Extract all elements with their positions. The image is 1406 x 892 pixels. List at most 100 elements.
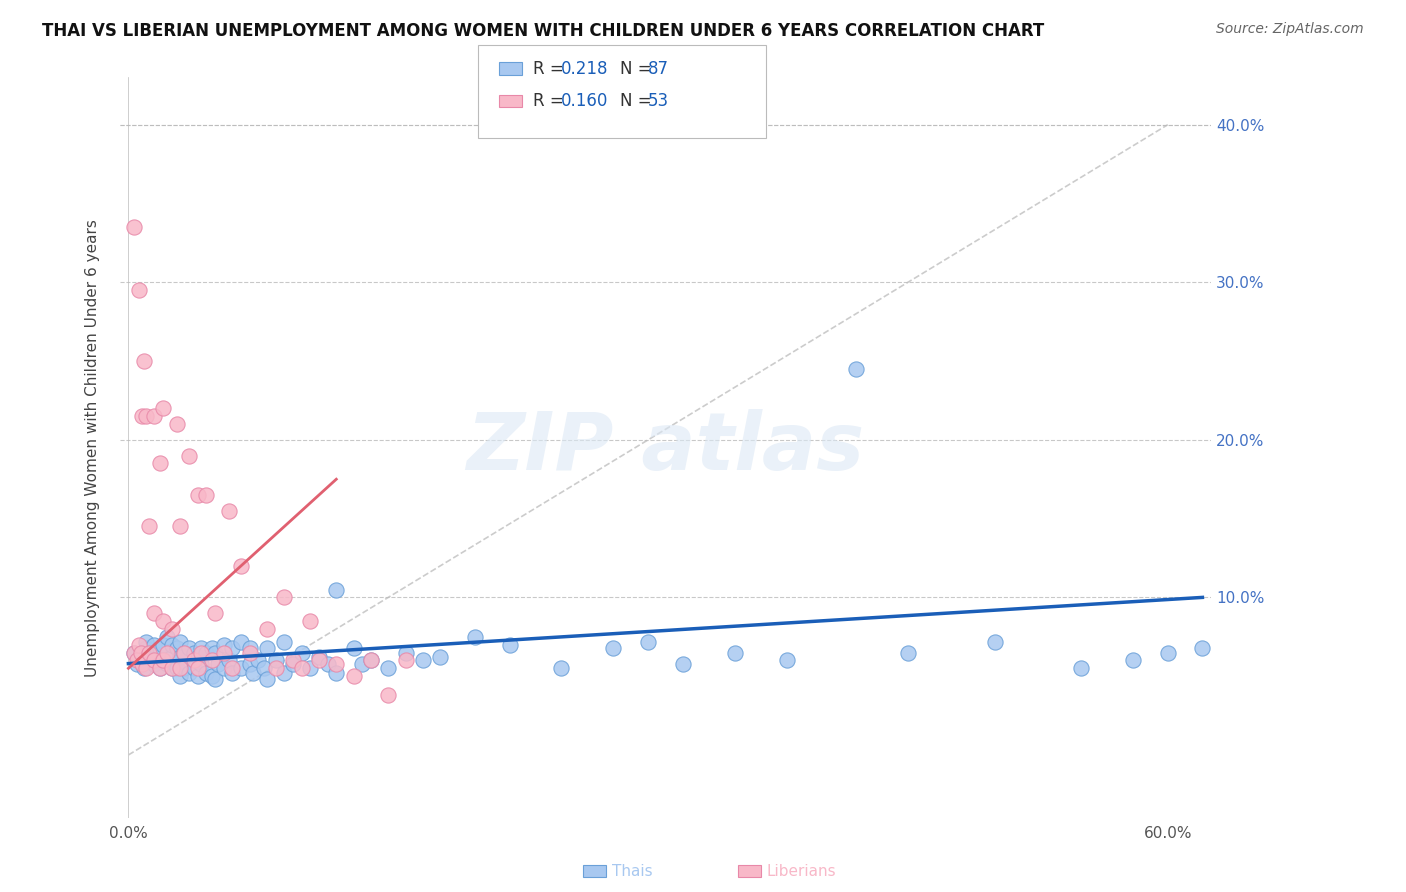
Point xyxy=(160,638,183,652)
Point xyxy=(221,640,243,655)
Point xyxy=(128,283,150,297)
Text: Liberians: Liberians xyxy=(766,864,837,879)
Point xyxy=(299,614,322,628)
Point xyxy=(342,669,364,683)
Point xyxy=(166,417,188,431)
Point xyxy=(131,657,153,671)
Point xyxy=(212,661,235,675)
Point xyxy=(264,653,287,667)
Point xyxy=(724,646,747,660)
Point xyxy=(155,646,177,660)
Point xyxy=(412,653,434,667)
Point xyxy=(394,646,416,660)
Point xyxy=(983,634,1005,648)
Point xyxy=(187,661,209,675)
Point xyxy=(135,634,157,648)
Point xyxy=(352,657,374,671)
Point xyxy=(239,640,262,655)
Point xyxy=(204,606,226,620)
Point xyxy=(1070,661,1092,675)
Text: R =: R = xyxy=(533,60,569,78)
Point xyxy=(239,646,262,660)
Text: 53: 53 xyxy=(648,92,669,110)
Point xyxy=(152,401,174,416)
Point xyxy=(155,630,177,644)
Point xyxy=(342,640,364,655)
Point xyxy=(360,653,382,667)
Text: R =: R = xyxy=(533,92,569,110)
Point xyxy=(160,661,183,675)
Point xyxy=(252,661,274,675)
Point xyxy=(273,634,295,648)
Point xyxy=(138,646,160,660)
Point xyxy=(177,640,200,655)
Point xyxy=(173,646,195,660)
Point xyxy=(169,519,191,533)
Point xyxy=(377,688,399,702)
Point xyxy=(129,646,152,660)
Point xyxy=(464,630,486,644)
Point xyxy=(149,661,172,675)
Point xyxy=(1122,653,1144,667)
Point xyxy=(143,606,166,620)
Point xyxy=(229,558,252,573)
Point xyxy=(187,488,209,502)
Point xyxy=(200,653,222,667)
Point xyxy=(128,638,150,652)
Point xyxy=(776,653,799,667)
Point xyxy=(360,653,382,667)
Point xyxy=(672,657,695,671)
Point xyxy=(135,640,157,655)
Point xyxy=(200,669,222,683)
Point xyxy=(308,650,330,665)
Point xyxy=(897,646,920,660)
Point xyxy=(264,661,287,675)
Text: N =: N = xyxy=(620,60,657,78)
Point xyxy=(143,409,166,424)
Point xyxy=(169,661,191,675)
Text: THAI VS LIBERIAN UNEMPLOYMENT AMONG WOMEN WITH CHILDREN UNDER 6 YEARS CORRELATIO: THAI VS LIBERIAN UNEMPLOYMENT AMONG WOME… xyxy=(42,22,1045,40)
Point xyxy=(190,657,212,671)
Point xyxy=(229,634,252,648)
Point xyxy=(204,673,226,687)
Point xyxy=(207,657,229,671)
Point xyxy=(132,354,155,368)
Point xyxy=(187,650,209,665)
Point xyxy=(498,638,520,652)
Point xyxy=(299,661,322,675)
Point xyxy=(160,661,183,675)
Point xyxy=(637,634,659,648)
Text: N =: N = xyxy=(620,92,657,110)
Point xyxy=(281,653,304,667)
Point xyxy=(152,638,174,652)
Point xyxy=(212,646,235,660)
Point xyxy=(173,661,195,675)
Point xyxy=(152,653,174,667)
Text: ZIP atlas: ZIP atlas xyxy=(467,409,865,487)
Point xyxy=(273,666,295,681)
Point xyxy=(149,661,172,675)
Point xyxy=(1157,646,1180,660)
Point xyxy=(138,519,160,533)
Point xyxy=(166,661,188,675)
Point xyxy=(132,661,155,675)
Point xyxy=(143,657,166,671)
Point xyxy=(247,653,270,667)
Point xyxy=(550,661,572,675)
Point xyxy=(160,650,183,665)
Point xyxy=(291,661,314,675)
Point xyxy=(377,661,399,675)
Point xyxy=(190,640,212,655)
Point xyxy=(242,666,264,681)
Point xyxy=(152,653,174,667)
Text: Source: ZipAtlas.com: Source: ZipAtlas.com xyxy=(1216,22,1364,37)
Point xyxy=(122,220,145,235)
Point xyxy=(221,666,243,681)
Y-axis label: Unemployment Among Women with Children Under 6 years: Unemployment Among Women with Children U… xyxy=(86,219,100,677)
Point xyxy=(143,638,166,652)
Point xyxy=(135,661,157,675)
Point xyxy=(166,640,188,655)
Point xyxy=(169,650,191,665)
Point xyxy=(281,657,304,671)
Point xyxy=(273,591,295,605)
